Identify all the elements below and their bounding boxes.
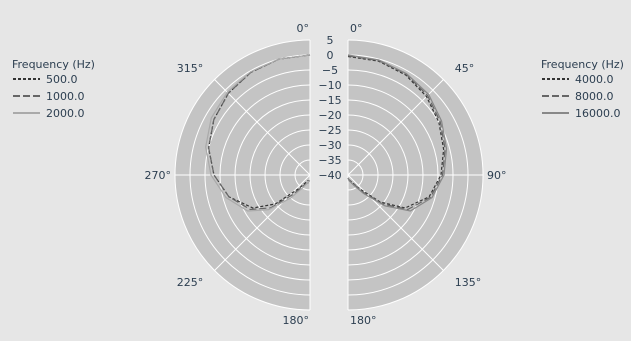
radial-tick-label: −5: [322, 64, 338, 77]
left-series-2000.0: [205, 54, 311, 212]
radial-tick-label: 5: [327, 34, 334, 47]
legend-label: 2000.0: [46, 107, 85, 120]
right-angle-label: 0°: [350, 22, 363, 35]
left-angle-label: 270°: [145, 169, 172, 182]
right-angle-label: 90°: [487, 169, 507, 182]
left-angle-label: 315°: [177, 62, 204, 75]
radial-tick-label: −25: [318, 124, 341, 137]
right-angle-label: 135°: [455, 276, 482, 289]
legend-right: Frequency (Hz) 4000.0 8000.0 16000.0: [541, 58, 624, 120]
left-angle-label: 180°: [283, 314, 310, 327]
radial-tick-label: −40: [318, 169, 341, 182]
right-grid-spoke: [347, 174, 444, 271]
left-polar-plot: 0° 315° 270° 225° 180°: [145, 22, 311, 327]
legend-label: 1000.0: [46, 90, 85, 103]
right-series-16000.0: [347, 54, 448, 212]
right-polar-plot: 0° 45° 90° 135° 180°: [347, 22, 507, 327]
legend-title: Frequency (Hz): [12, 58, 95, 71]
right-angle-label: 45°: [455, 62, 475, 75]
radial-tick-label: −15: [318, 94, 341, 107]
left-grid-spoke: [214, 174, 311, 271]
left-angle-label: 0°: [297, 22, 310, 35]
legend-label: 500.0: [46, 73, 78, 86]
right-series-8000.0: [347, 55, 446, 211]
legend-label: 4000.0: [575, 73, 614, 86]
right-angle-label: 180°: [350, 314, 377, 327]
legend-left: Frequency (Hz) 500.0 1000.0 2000.0: [12, 58, 95, 120]
radial-tick-label: −35: [318, 154, 341, 167]
legend-label: 16000.0: [575, 107, 621, 120]
legend-title: Frequency (Hz): [541, 58, 624, 71]
left-grid-spoke: [214, 79, 311, 176]
radial-tick-label: −10: [318, 79, 341, 92]
radial-tick-labels: 5 0 −5 −10 −15 −20 −25 −30 −35 −40: [318, 34, 341, 182]
left-angle-label: 225°: [177, 276, 204, 289]
radial-tick-label: 0: [327, 49, 334, 62]
radial-tick-label: −30: [318, 139, 341, 152]
legend-label: 8000.0: [575, 90, 614, 103]
radial-tick-label: −20: [318, 109, 341, 122]
